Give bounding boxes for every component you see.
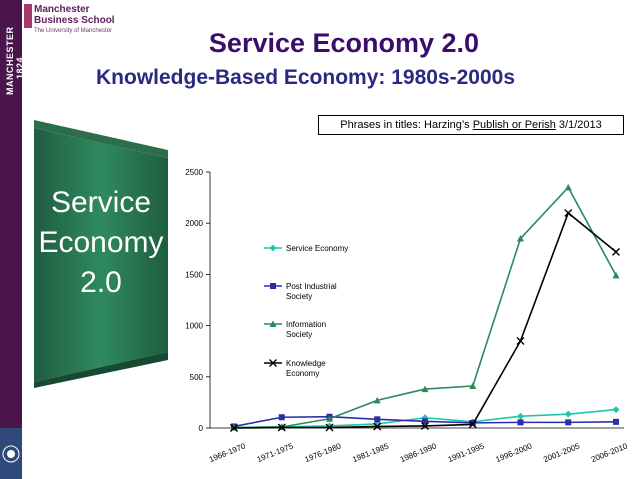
legend-marker (269, 320, 277, 327)
y-tick-label: 2500 (185, 168, 203, 177)
source-prefix: Phrases in titles: Harzing’s (340, 119, 473, 131)
hse-seal-icon (2, 445, 20, 463)
y-tick-label: 1500 (185, 270, 203, 279)
legend-item-3: Information Society (264, 320, 326, 339)
legend-item-2: Post Industrial Society (264, 282, 337, 301)
chart-series (230, 183, 620, 432)
legend-item-4: Knowledge Economy (264, 359, 326, 378)
data-point (564, 410, 572, 418)
legend-label: Service Economy (286, 244, 348, 253)
y-tick-label: 2000 (185, 219, 203, 228)
source-suffix: 3/1/2013 (555, 119, 602, 131)
data-point (612, 271, 620, 279)
data-point (325, 423, 334, 432)
data-point (565, 419, 572, 426)
y-tick-label: 500 (190, 373, 204, 382)
slide-subtitle: Knowledge-Based Economy: 1980s-2000s (96, 66, 515, 89)
data-point (613, 418, 619, 425)
legend-label: Post Industrial Society (286, 282, 337, 301)
data-point (612, 247, 620, 256)
x-tick-label: 1996-2000 (494, 441, 533, 464)
data-point (278, 414, 285, 421)
badge-line3: 2.0 (80, 266, 122, 299)
chart-legend: Service Economy Post Industrial Society Inf… (264, 244, 348, 378)
data-point (277, 423, 286, 432)
y-axis: 0 500 1000 1500 2000 2500 (185, 168, 211, 433)
data-point (517, 235, 524, 242)
legend-marker (269, 359, 277, 367)
data-point (373, 422, 382, 431)
x-tick-label: 1971-1975 (256, 441, 295, 464)
legend-label: Knowledge Economy (286, 359, 326, 378)
badge-line1: Service (51, 186, 151, 219)
logo-school-line1: Manchester (34, 4, 90, 15)
logo-school-line2: Business School (34, 15, 115, 26)
x-tick-label: 2001-2005 (542, 441, 581, 464)
source-note: Phrases in titles: Harzing’s Publish or … (318, 115, 624, 135)
series-4 (230, 208, 620, 432)
badge-bevel-bottom (34, 352, 168, 388)
badge-face (34, 128, 168, 382)
side-brand-text: MANCHESTER 1824 (5, 26, 25, 95)
source-link[interactable]: Publish or Perish (472, 119, 556, 131)
legend-marker (269, 244, 277, 252)
school-logo: Manchester Business School The Universit… (24, 4, 134, 38)
series-3 (230, 183, 620, 431)
badge-line2: Economy (38, 226, 163, 259)
service-economy-badge: Service Economy 2.0 (34, 120, 168, 388)
badge-bevel-top (34, 120, 168, 158)
logo-mark-icon (24, 4, 32, 28)
data-point (421, 421, 429, 430)
x-axis: 1966-1970 1971-1975 1976-1980 1981-1985 1986… (208, 427, 629, 464)
x-tick-label: 1966-1970 (208, 441, 247, 464)
data-point (612, 406, 620, 414)
brand-side-bar: MANCHESTER 1824 (0, 0, 25, 479)
legend-marker (270, 283, 276, 289)
data-point (564, 208, 573, 217)
x-tick-label: 1981-1985 (351, 441, 390, 464)
y-tick-label: 1000 (185, 322, 203, 331)
slide-title: Service Economy 2.0 (208, 28, 480, 58)
data-point (421, 385, 429, 393)
data-point (373, 396, 381, 404)
logo-university: The University of Manchester (34, 28, 113, 34)
x-tick-label: 2006-2010 (590, 441, 629, 464)
data-point (517, 419, 524, 426)
x-tick-label: 1991-1995 (447, 441, 486, 464)
legend-label: Information Society (286, 320, 326, 339)
data-point (230, 424, 238, 432)
data-point (516, 336, 525, 345)
data-point (468, 420, 477, 429)
legend-item-1: Service Economy (264, 244, 348, 253)
x-tick-label: 1986-1990 (399, 441, 438, 464)
data-point (422, 418, 428, 425)
data-point (564, 183, 572, 191)
data-point (374, 416, 381, 423)
x-tick-label: 1976-1980 (303, 441, 342, 464)
data-point (517, 412, 524, 420)
y-tick-label: 0 (199, 424, 204, 433)
data-point (469, 382, 477, 390)
data-point (326, 415, 333, 422)
